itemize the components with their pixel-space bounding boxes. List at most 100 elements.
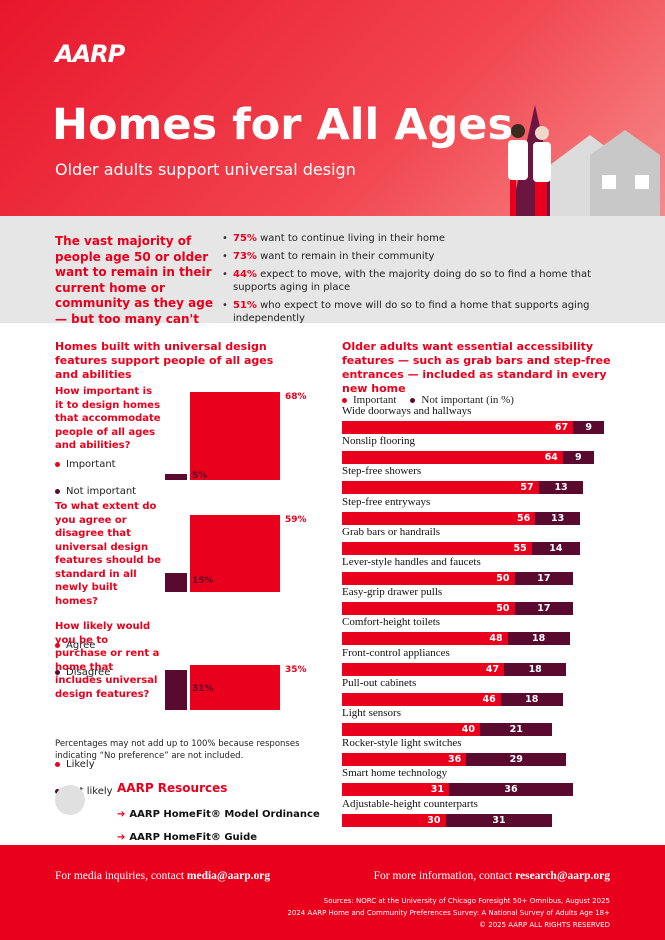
- bullet-pct: 44%: [233, 269, 257, 280]
- legend-label: Important: [353, 394, 397, 406]
- value-label: 68%: [285, 391, 307, 402]
- category-label: Nonslip flooring: [342, 435, 416, 448]
- legend-label: Important: [66, 459, 116, 470]
- bar: [190, 515, 280, 592]
- bar: 18: [504, 662, 567, 676]
- question: To what extent do you agree or disagree …: [55, 501, 161, 607]
- bar: 31: [445, 813, 553, 827]
- bullet-pct: 75%: [233, 233, 257, 244]
- legend-item: Not important (in %): [410, 394, 514, 407]
- bar-value: 36: [504, 784, 518, 796]
- bar-value: 17: [537, 603, 551, 615]
- sources: Sources: NORC at the University of Chica…: [287, 895, 610, 931]
- bar-value: 30: [427, 814, 441, 826]
- bullet-text: want to remain in their community: [260, 251, 435, 262]
- legend-label: Not likely: [66, 786, 113, 797]
- resource-link[interactable]: AARP HomeFit® Model Ordinance: [129, 809, 320, 820]
- bar-value: 47: [485, 663, 500, 675]
- bar-value: 9: [585, 422, 592, 433]
- subtitle: Older adults support universal design: [55, 160, 356, 179]
- bar-value: 55: [513, 542, 527, 554]
- question: How likely would you be to purchase or r…: [55, 621, 160, 700]
- bullet-pct: 73%: [233, 251, 257, 262]
- bullet: 51% who expect to move will do so to fin…: [222, 299, 622, 325]
- resource-link[interactable]: AARP HomeFit® Guide: [129, 832, 258, 843]
- media-email[interactable]: media@aarp.org: [186, 870, 271, 882]
- bullet-text: who expect to move will do so to find a …: [233, 300, 590, 324]
- window: [635, 175, 649, 189]
- bar-value: 18: [525, 693, 539, 705]
- note: Percentages may not add up to 100% becau…: [55, 739, 300, 761]
- legend-label: Not important (in %): [421, 394, 514, 406]
- bar: 57: [342, 481, 539, 495]
- value-label: 15%: [192, 576, 214, 587]
- bar-value: 67: [554, 422, 569, 433]
- bar: 40: [342, 723, 480, 736]
- value-label: 5%: [192, 470, 208, 481]
- bar: 17: [514, 572, 574, 585]
- arrow-icon: ➔: [117, 832, 126, 843]
- legend-swatch: [342, 398, 347, 403]
- header: AARP Homes for All Ages Older adults sup…: [0, 0, 665, 216]
- legend-item: Agree: [55, 639, 385, 652]
- logo: AARP: [55, 40, 125, 68]
- legend-swatch: [55, 489, 60, 494]
- bar: 18: [500, 692, 563, 706]
- bar: 13: [538, 481, 584, 495]
- bar-value: 57: [520, 482, 534, 494]
- legend-swatch: [410, 398, 416, 403]
- legend-item: Disagree: [55, 666, 385, 679]
- left-heading: Homes built with universal design featur…: [55, 340, 274, 381]
- intro: The vast majority of people age 50 or ol…: [0, 216, 665, 326]
- house: [590, 130, 660, 216]
- bar-value: 40: [461, 724, 475, 735]
- person: [508, 140, 528, 180]
- bar-value: 56: [516, 512, 531, 524]
- bar: 30: [342, 813, 446, 827]
- bar: [190, 391, 280, 480]
- bar: [165, 572, 187, 592]
- legend-swatch: [55, 462, 60, 467]
- bar: [190, 664, 280, 710]
- legend-item: Important: [342, 394, 396, 407]
- info-email[interactable]: research@aarp.org: [515, 870, 610, 882]
- source-line: 2024 AARP Home and Community Preferences…: [287, 909, 610, 917]
- bar-value: 9: [575, 452, 582, 464]
- value-label: 59%: [285, 515, 307, 526]
- bar: 67: [342, 421, 574, 434]
- legend: Important Not important (in %): [342, 388, 528, 407]
- bar: 18: [507, 632, 570, 646]
- legend-label: Not important: [66, 486, 137, 497]
- value-label: 35%: [285, 664, 307, 675]
- bar-value: 31: [492, 814, 506, 826]
- bar-value: 18: [528, 663, 542, 675]
- bar: 36: [342, 753, 467, 767]
- legend-item: Important: [55, 458, 385, 471]
- bar-value: 50: [496, 573, 510, 584]
- footer: For media inquiries, contact media@aarp.…: [0, 845, 665, 940]
- bar-value: 18: [532, 633, 546, 645]
- bar: 21: [480, 723, 553, 736]
- legend-label: Likely: [66, 759, 95, 770]
- title: Homes for All Ages: [52, 100, 514, 150]
- resources-links: ➔ AARP HomeFit® Model Ordinance ➔ AARP Home…: [117, 802, 320, 848]
- category-label: Lever-style handles and faucets: [342, 556, 481, 568]
- bar: 29: [466, 753, 567, 767]
- bar-value: 14: [549, 542, 563, 554]
- person: [511, 124, 525, 138]
- illustration: [508, 105, 660, 216]
- intro-bullets: 75% want to continue living in their hom…: [222, 232, 622, 330]
- legend-label: Agree: [66, 640, 96, 651]
- value-label: 31%: [192, 683, 214, 694]
- bar: 56: [342, 511, 536, 525]
- resources-heading: AARP Resources: [117, 781, 228, 795]
- category-label: Grab bars or handrails: [342, 525, 441, 538]
- bar-value: 31: [430, 784, 444, 796]
- bar-value: 48: [489, 633, 503, 645]
- bar: 50: [342, 602, 515, 616]
- bar: 48: [342, 632, 508, 646]
- category-label: Adjustable-height counterparts: [342, 797, 478, 810]
- person: [510, 180, 516, 216]
- bar: 13: [535, 511, 581, 525]
